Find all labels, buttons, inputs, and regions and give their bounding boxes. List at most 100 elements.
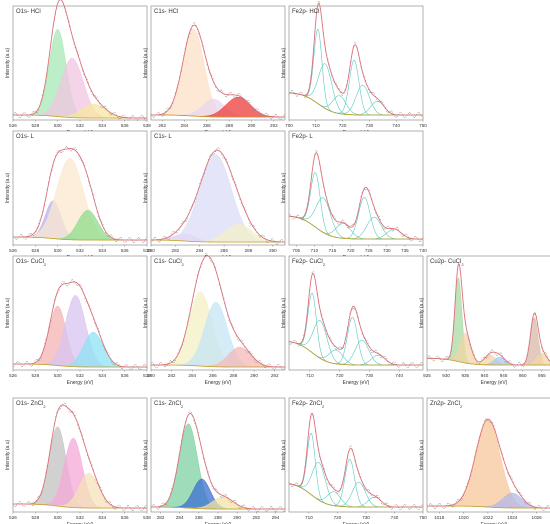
- raw-data-point: [414, 117, 415, 118]
- raw-data-point: [112, 236, 113, 237]
- raw-data-point: [416, 237, 417, 238]
- raw-data-point: [53, 165, 54, 166]
- raw-data-point: [341, 94, 342, 95]
- raw-data-point: [315, 284, 316, 285]
- raw-data-point: [21, 366, 22, 367]
- raw-data-point: [52, 312, 53, 313]
- raw-data-point: [94, 199, 95, 200]
- raw-data-point: [300, 92, 301, 93]
- raw-data-point: [375, 96, 376, 97]
- raw-data-point: [117, 240, 118, 241]
- raw-data-point: [517, 364, 518, 365]
- raw-data-point: [402, 363, 403, 364]
- raw-data-point: [181, 223, 182, 224]
- raw-data-point: [469, 344, 470, 345]
- raw-data-point: [528, 348, 529, 349]
- raw-data-point: [250, 105, 251, 106]
- raw-data-point: [225, 494, 226, 495]
- x-tick-label: 280: [147, 373, 155, 378]
- raw-data-point: [360, 67, 361, 68]
- raw-data-point: [339, 347, 340, 348]
- raw-data-point: [177, 464, 178, 465]
- raw-data-point: [263, 116, 264, 117]
- raw-data-point: [81, 432, 82, 433]
- raw-data-point: [197, 29, 198, 30]
- x-tick-label: 532: [76, 373, 84, 378]
- raw-data-point: [329, 64, 330, 65]
- raw-data-point: [343, 477, 344, 478]
- raw-data-point: [491, 422, 492, 423]
- raw-data-point: [530, 503, 531, 504]
- raw-data-point: [253, 506, 254, 507]
- raw-data-point: [452, 507, 453, 508]
- raw-data-point: [19, 362, 20, 363]
- raw-data-point: [392, 362, 393, 363]
- chart-svg-fe2p-hcl: Fe2p- HCl700710720730740750Energy (eV)In…: [276, 0, 426, 132]
- raw-data-point: [258, 361, 259, 362]
- raw-data-point: [151, 242, 152, 243]
- raw-data-point: [494, 425, 495, 426]
- raw-data-point: [505, 361, 506, 362]
- raw-data-point: [412, 240, 413, 241]
- raw-data-point: [359, 323, 360, 324]
- raw-data-point: [155, 367, 156, 368]
- raw-data-point: [524, 502, 525, 503]
- raw-data-point: [171, 361, 172, 362]
- raw-data-point: [176, 88, 177, 89]
- raw-data-point: [360, 477, 361, 478]
- raw-data-point: [304, 330, 305, 331]
- raw-data-point: [92, 313, 93, 314]
- raw-data-point: [331, 484, 332, 485]
- raw-data-point: [187, 39, 188, 40]
- raw-data-point: [404, 234, 405, 235]
- raw-data-point: [188, 214, 189, 215]
- raw-data-point: [415, 116, 416, 117]
- raw-data-point: [481, 430, 482, 431]
- raw-data-point: [78, 156, 79, 157]
- raw-data-point: [390, 365, 391, 366]
- raw-data-point: [302, 220, 303, 221]
- raw-data-point: [174, 482, 175, 483]
- raw-data-point: [41, 358, 42, 359]
- raw-data-point: [428, 506, 429, 507]
- raw-data-point: [320, 460, 321, 461]
- raw-data-point: [202, 264, 203, 265]
- raw-data-point: [28, 363, 29, 364]
- raw-data-point: [216, 149, 217, 150]
- raw-data-point: [399, 232, 400, 233]
- raw-data-point: [65, 403, 66, 404]
- raw-data-point: [433, 360, 434, 361]
- raw-data-point: [414, 237, 415, 238]
- raw-data-point: [159, 242, 160, 243]
- raw-data-point: [546, 506, 547, 507]
- raw-data-point: [487, 420, 488, 421]
- raw-data-point: [160, 241, 161, 242]
- raw-data-point: [270, 364, 271, 365]
- raw-data-point: [291, 343, 292, 344]
- raw-data-point: [328, 204, 329, 205]
- raw-data-point: [455, 504, 456, 505]
- raw-data-point: [357, 312, 358, 313]
- y-axis-label: Intensity (a.u): [281, 48, 287, 79]
- raw-data-point: [356, 43, 357, 44]
- raw-data-point: [523, 499, 524, 500]
- raw-data-point: [392, 230, 393, 231]
- raw-data-point: [72, 149, 73, 150]
- raw-data-point: [55, 416, 56, 417]
- raw-data-point: [368, 189, 369, 190]
- raw-data-point: [271, 366, 272, 367]
- raw-data-point: [114, 112, 115, 113]
- raw-data-point: [56, 8, 57, 9]
- raw-data-point: [494, 351, 495, 352]
- raw-data-point: [33, 111, 34, 112]
- raw-data-point: [159, 113, 160, 114]
- raw-data-point: [54, 299, 55, 300]
- raw-data-point: [404, 504, 405, 505]
- raw-data-point: [502, 355, 503, 356]
- raw-data-point: [131, 239, 132, 240]
- raw-data-point: [36, 112, 37, 113]
- raw-data-point: [274, 510, 275, 511]
- raw-data-point: [203, 458, 204, 459]
- raw-data-point: [325, 50, 326, 51]
